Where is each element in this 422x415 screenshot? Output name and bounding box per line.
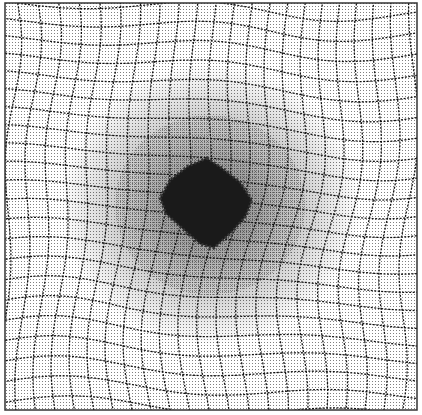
page: (() => { const svg = document.getElement… [0, 0, 422, 415]
image-area [0, 0, 422, 415]
distorted-grid-image [0, 0, 422, 415]
